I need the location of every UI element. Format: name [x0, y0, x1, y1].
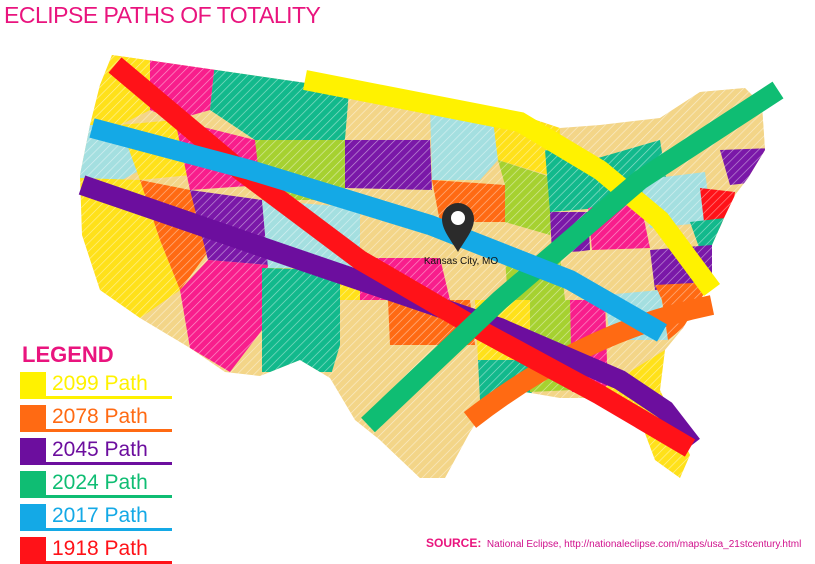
legend-item: 2099 Path [20, 372, 190, 399]
legend-item: 2017 Path [20, 504, 190, 531]
legend-underline [20, 429, 172, 432]
legend-label: 2024 Path [52, 471, 148, 494]
legend-underline [20, 528, 172, 531]
legend-item: 2024 Path [20, 471, 190, 498]
path-2078-band [463, 295, 715, 428]
legend-swatch [20, 405, 46, 431]
legend-swatch [20, 471, 46, 497]
legend-label: 2078 Path [52, 405, 148, 428]
eclipse-paths [78, 57, 784, 457]
legend-label: 1918 Path [52, 537, 148, 560]
path-2099-band [303, 70, 721, 296]
source-label: SOURCE: [426, 536, 482, 550]
kansas-city-marker: Kansas City, MO [424, 203, 498, 267]
map-pin-center-icon [451, 211, 465, 225]
map-pin-icon [442, 203, 474, 252]
city-label: Kansas City, MO [424, 256, 498, 267]
legend-swatch [20, 537, 46, 563]
legend-underline [20, 495, 172, 498]
legend-label: 2099 Path [52, 372, 148, 395]
map-title: ECLIPSE PATHS OF TOTALITY [4, 2, 321, 28]
legend-item: 2045 Path [20, 438, 190, 465]
path-2045-band [78, 175, 700, 452]
path-2017-band [89, 118, 667, 342]
source-text: National Eclipse, http://nationaleclipse… [486, 539, 802, 550]
legend-label: 2017 Path [52, 504, 148, 527]
legend-label: 2045 Path [52, 438, 148, 461]
legend-underline [20, 396, 172, 399]
source-note: SOURCE: National Eclipse, http://nationa… [426, 536, 801, 550]
legend-item: 1918 Path [20, 537, 190, 564]
legend-swatch [20, 504, 46, 530]
legend-swatch [20, 438, 46, 464]
legend-underline [20, 462, 172, 465]
legend-swatch [20, 372, 46, 398]
legend-item: 2078 Path [20, 405, 190, 432]
legend-title: LEGEND [22, 342, 114, 367]
path-2024-band [361, 81, 784, 433]
